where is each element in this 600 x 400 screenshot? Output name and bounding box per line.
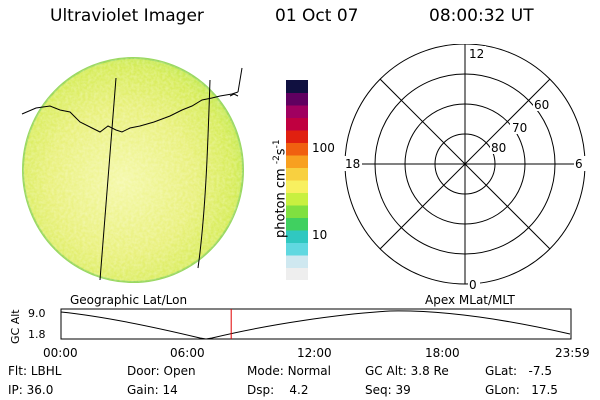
info-mode: Mode: Normal [247, 364, 331, 378]
colorbar-band [286, 130, 308, 143]
imager-title: Ultraviolet Imager [50, 6, 204, 26]
time-label: 08:00:32 UT [429, 6, 534, 26]
timeline-y-tick-min: 1.8 [28, 328, 46, 341]
colorbar-band [286, 180, 308, 193]
timeline-y-tick-max: 9.0 [28, 307, 46, 320]
altitude-timeline-plot [60, 308, 572, 340]
colorbar-band [286, 80, 308, 93]
mlt-label-0: 0 [469, 278, 477, 292]
color-scale-bar [286, 80, 308, 280]
colorbar-band [286, 267, 308, 280]
info-flt: Flt: LBHL [8, 364, 62, 378]
mlt-label-18: 18 [345, 157, 360, 171]
colorbar-tick-100: 100 [312, 141, 335, 155]
colorbar-band [286, 155, 308, 168]
colorbar-band [286, 217, 308, 231]
colorbar-band [286, 242, 308, 256]
info-seq: Seq: 39 [365, 383, 411, 397]
info-gc-alt: GC Alt: 3.8 Re [365, 364, 449, 378]
colorbar-band [286, 255, 308, 268]
info-glat: GLat: -7.5 [485, 364, 552, 378]
colorbar-band [286, 142, 308, 156]
colorbar-band [286, 92, 308, 106]
colorbar-unit-label: photon cm -2s-1 [272, 139, 289, 238]
mlt-label-12: 12 [469, 47, 484, 61]
info-gain: Gain: 14 [127, 383, 178, 397]
colorbar-band [286, 167, 308, 181]
lat-label-70: 70 [512, 121, 527, 135]
date-label: 01 Oct 07 [275, 6, 359, 26]
timeline-x-tick-2: 12:00 [297, 346, 332, 360]
polar-mlat-mlt-plot: 12 18 6 0 60 70 80 [342, 44, 586, 292]
colorbar-band [286, 192, 308, 206]
colorbar-band [286, 117, 308, 131]
lat-label-60: 60 [534, 98, 549, 112]
colorbar-tick-10: 10 [312, 228, 328, 242]
timeline-x-tick-0: 00:00 [43, 346, 78, 360]
timeline-left-title: Geographic Lat/Lon [70, 293, 188, 307]
info-ip: IP: 36.0 [8, 383, 54, 397]
colorbar-band [286, 230, 308, 243]
mlt-label-6: 6 [575, 157, 583, 171]
info-door: Door: Open [127, 364, 196, 378]
colorbar-band [286, 205, 308, 218]
info-glon: GLon: 17.5 [485, 383, 558, 397]
timeline-x-tick-3: 18:00 [425, 346, 460, 360]
colorbar-band [286, 105, 308, 118]
earth-disk-image [21, 57, 244, 283]
timeline-right-title: Apex MLat/MLT [425, 293, 515, 307]
timeline-y-label: GC Alt [9, 309, 22, 344]
lat-label-80: 80 [491, 141, 506, 155]
timeline-x-tick-4: 23:59 [555, 346, 590, 360]
info-dsp: Dsp: 4.2 [247, 383, 309, 397]
timeline-x-tick-1: 06:00 [170, 346, 205, 360]
